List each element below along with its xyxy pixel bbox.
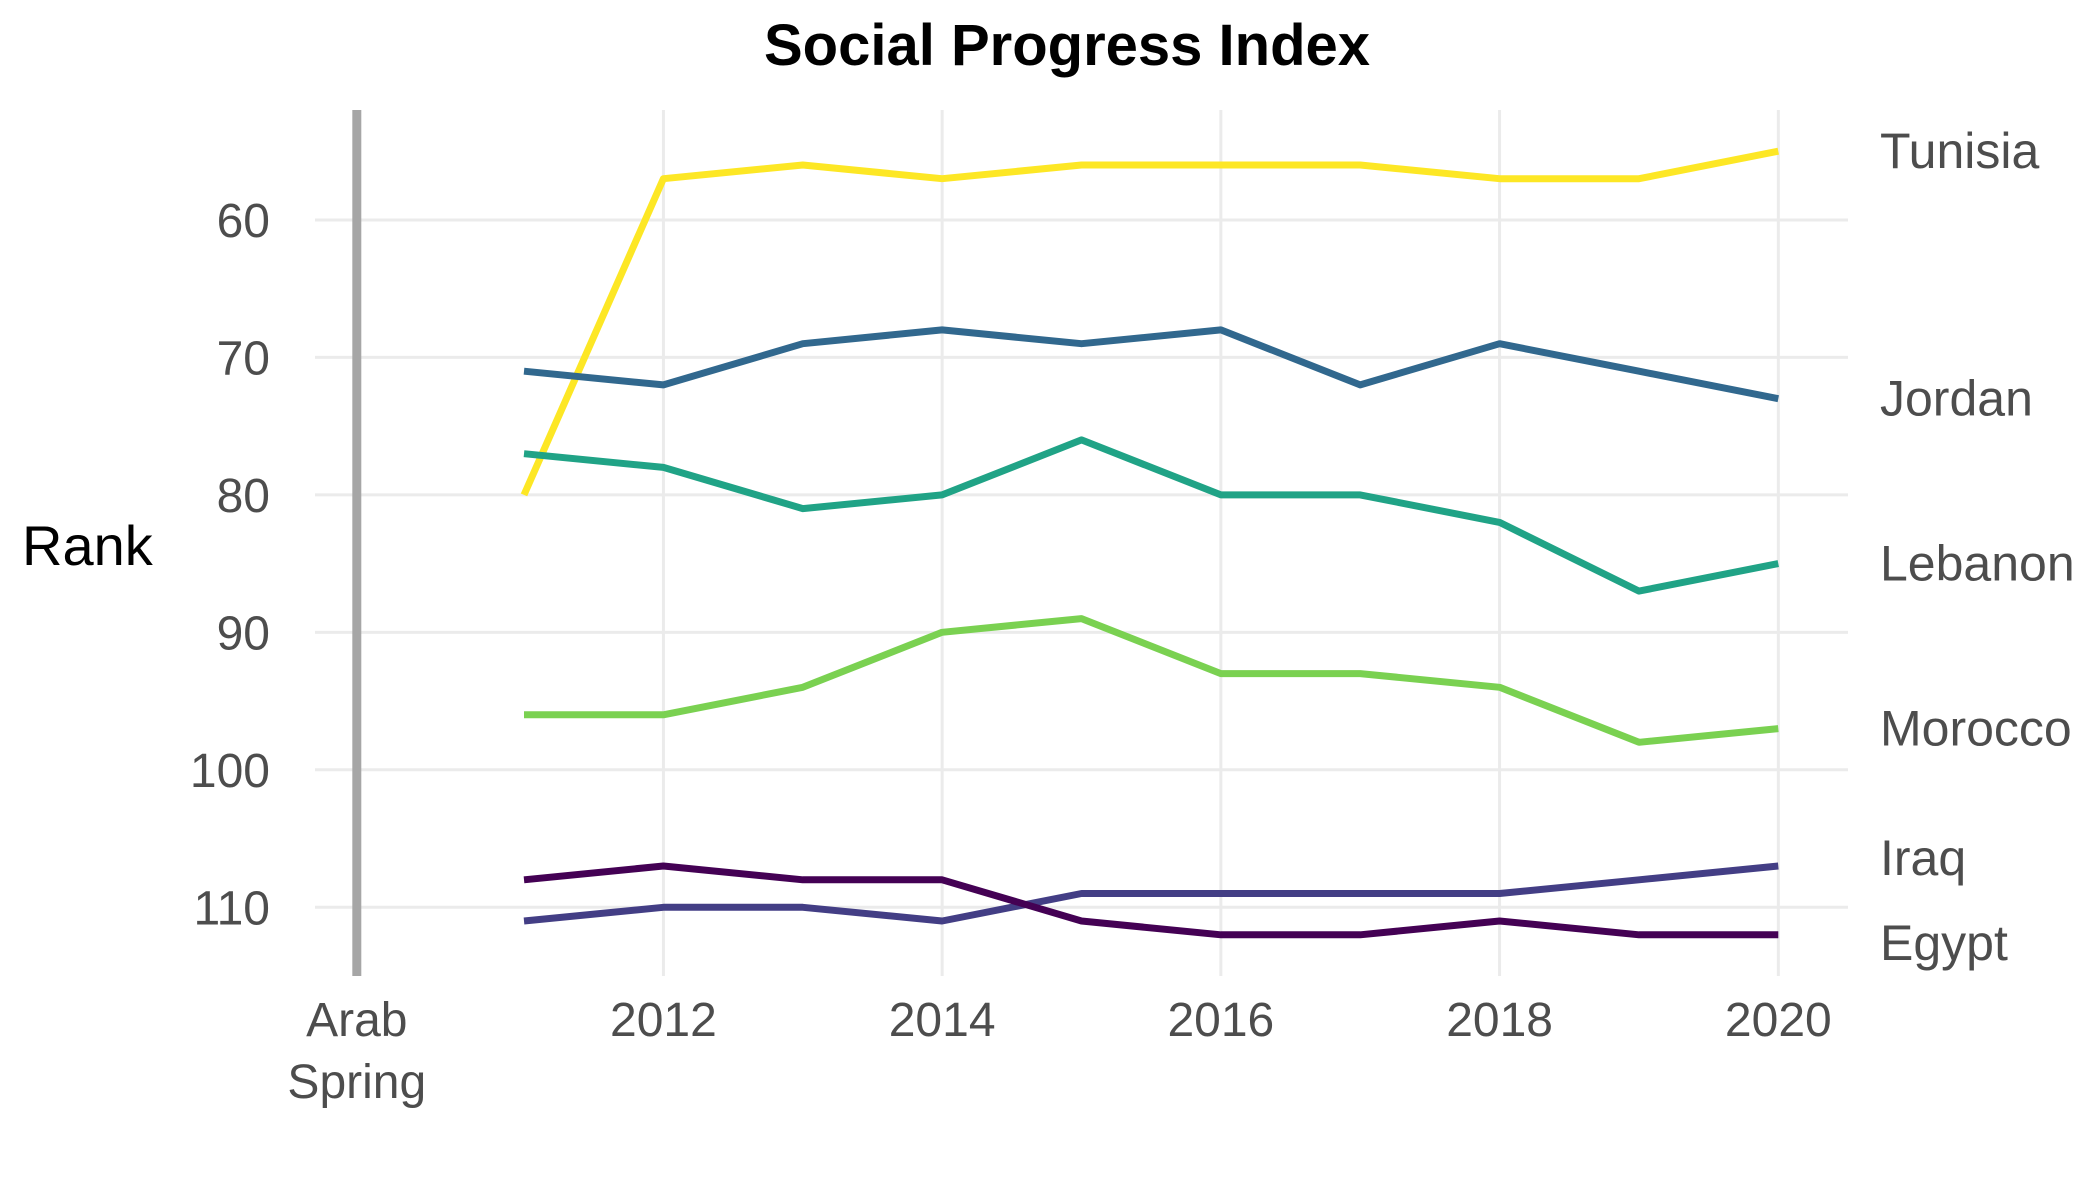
- series-line-morocco: [524, 615, 1779, 746]
- series-label-egypt: Egypt: [1880, 915, 2008, 971]
- series-line-jordan: [523, 326, 1779, 403]
- grid-layer: [315, 110, 1848, 976]
- y-axis-label: Rank: [22, 514, 154, 577]
- series-line-lebanon: [523, 436, 1779, 595]
- chart-title: Social Progress Index: [764, 13, 1370, 78]
- arab-spring-label: Spring: [287, 1056, 426, 1109]
- x-tick-label: 2020: [1725, 994, 1832, 1047]
- y-tick-label: 90: [217, 607, 270, 660]
- y-axis-ticks: 60 70 80 90 100 110: [190, 195, 270, 935]
- x-tick-label: 2012: [610, 994, 717, 1047]
- series-labels: Tunisia Jordan Lebanon Morocco Iraq Egypt: [1880, 123, 2075, 971]
- series-label-tunisia: Tunisia: [1880, 123, 2040, 179]
- series-label-iraq: Iraq: [1880, 830, 1966, 886]
- y-tick-label: 80: [217, 470, 270, 523]
- x-axis-ticks: 2012 2014 2016 2018 2020 Arab Spring: [287, 994, 1831, 1109]
- series-label-morocco: Morocco: [1880, 701, 2072, 757]
- y-tick-label: 110: [193, 882, 270, 935]
- y-tick-label: 70: [217, 332, 270, 385]
- series-line-iraq: [523, 862, 1779, 925]
- series-layer: [520, 147, 1779, 939]
- y-tick-label: 60: [217, 195, 270, 248]
- series-line-egypt: [523, 862, 1779, 939]
- arab-spring-label: Arab: [306, 994, 407, 1047]
- x-tick-label: 2018: [1446, 994, 1553, 1047]
- series-line-tunisia: [520, 147, 1779, 497]
- x-tick-label: 2016: [1167, 994, 1274, 1047]
- y-tick-label: 100: [190, 745, 270, 798]
- series-label-jordan: Jordan: [1880, 371, 2033, 427]
- x-tick-label: 2014: [889, 994, 996, 1047]
- series-label-lebanon: Lebanon: [1880, 536, 2075, 592]
